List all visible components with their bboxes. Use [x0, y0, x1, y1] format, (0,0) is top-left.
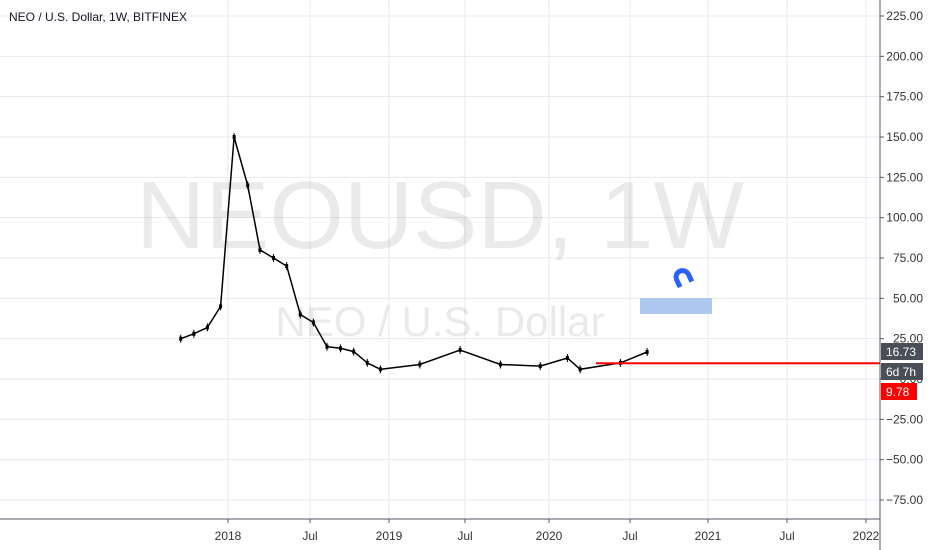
candle-body [498, 362, 502, 367]
current-price-badge: 16.73 [881, 343, 923, 360]
y-tick-label: 50.00 [893, 291, 923, 305]
countdown-label: 6d 7h [886, 365, 916, 379]
candle-body [578, 367, 582, 372]
y-tick-label: −25.00 [886, 412, 923, 426]
x-tick-label: Jul [457, 529, 472, 543]
x-tick-label: 2022 [853, 529, 880, 543]
candle-body [565, 356, 569, 361]
countdown-badge: 6d 7h [881, 363, 923, 380]
current-price-label: 16.73 [886, 345, 916, 359]
y-tick-label: 100.00 [886, 211, 923, 225]
x-tick-label: 2019 [376, 529, 403, 543]
highlight-rectangle[interactable] [640, 298, 712, 314]
x-tick-label: Jul [302, 529, 317, 543]
candle-body [232, 135, 236, 139]
candle-body [258, 247, 262, 252]
candle-body [418, 362, 422, 367]
x-tick-label: 2018 [215, 529, 242, 543]
candle-body [179, 336, 183, 341]
candle-body [311, 320, 315, 325]
line-price-badge: 9.78 [881, 383, 917, 400]
candle-body [352, 349, 356, 354]
watermark-symbol: NEOUSD, 1W [136, 162, 744, 269]
price-axis[interactable]: 225.00 200.00 175.00 150.00 125.00 100.00 75.0… [880, 9, 923, 507]
x-tick-label: 2021 [695, 529, 722, 543]
candle-body [272, 256, 276, 260]
candle-body [365, 360, 369, 365]
x-tick-label: Jul [779, 529, 794, 543]
y-tick-label: 75.00 [893, 251, 923, 265]
y-tick-label: 200.00 [886, 49, 923, 63]
x-tick-label: Jul [622, 529, 637, 543]
x-tick-label: 2020 [536, 529, 563, 543]
candle-body [246, 183, 250, 188]
candle-body [285, 264, 289, 269]
candle-body [192, 331, 196, 336]
y-tick-label: −75.00 [886, 493, 923, 507]
candle-body [219, 304, 223, 309]
candle-body [538, 364, 542, 369]
candle-body [205, 325, 209, 330]
y-tick-label: −50.00 [886, 453, 923, 467]
candle-body [645, 350, 649, 355]
y-tick-label: 25.00 [893, 332, 923, 346]
candle-body [325, 344, 329, 349]
line-price-label: 9.78 [886, 385, 910, 399]
candle-body [298, 312, 302, 317]
chart-grid [0, 0, 880, 519]
y-tick-label: 125.00 [886, 170, 923, 184]
chart-title: NEO / U.S. Dollar, 1W, BITFINEX [9, 10, 187, 24]
y-tick-label: 150.00 [886, 130, 923, 144]
candle-body [458, 347, 462, 352]
candle-body [339, 346, 343, 351]
time-axis[interactable]: 2018 Jul 2019 Jul 2020 Jul 2021 Jul 2022 [215, 519, 880, 543]
candle-body [378, 367, 382, 372]
candlestick-series [179, 133, 649, 374]
y-tick-label: 225.00 [886, 9, 923, 23]
watermark-name: NEO / U.S. Dollar [275, 298, 604, 345]
price-path [180, 136, 648, 371]
magnet-icon[interactable] [671, 265, 695, 289]
y-tick-label: 175.00 [886, 90, 923, 104]
